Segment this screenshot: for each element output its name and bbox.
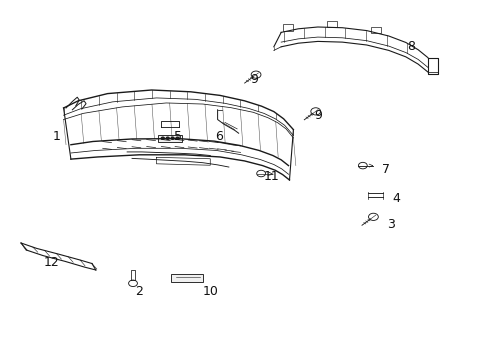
- Bar: [282, 24, 293, 31]
- Bar: [158, 135, 182, 142]
- Text: 4: 4: [391, 192, 399, 204]
- Text: 3: 3: [386, 219, 394, 231]
- Bar: [370, 27, 381, 33]
- Text: 12: 12: [43, 256, 59, 269]
- Text: 7: 7: [382, 163, 389, 176]
- Text: 10: 10: [202, 285, 218, 298]
- Text: 8: 8: [406, 40, 414, 53]
- Text: 9: 9: [313, 109, 321, 122]
- Text: 6: 6: [215, 130, 223, 143]
- Text: 9: 9: [250, 73, 258, 86]
- Text: 5: 5: [174, 130, 182, 143]
- Bar: [171, 274, 203, 282]
- Text: 11: 11: [263, 170, 279, 183]
- Circle shape: [171, 137, 174, 139]
- Bar: [326, 21, 337, 27]
- Circle shape: [176, 137, 179, 139]
- Text: 1: 1: [52, 130, 60, 143]
- Text: 2: 2: [135, 285, 143, 298]
- Circle shape: [166, 137, 169, 139]
- Circle shape: [161, 137, 164, 139]
